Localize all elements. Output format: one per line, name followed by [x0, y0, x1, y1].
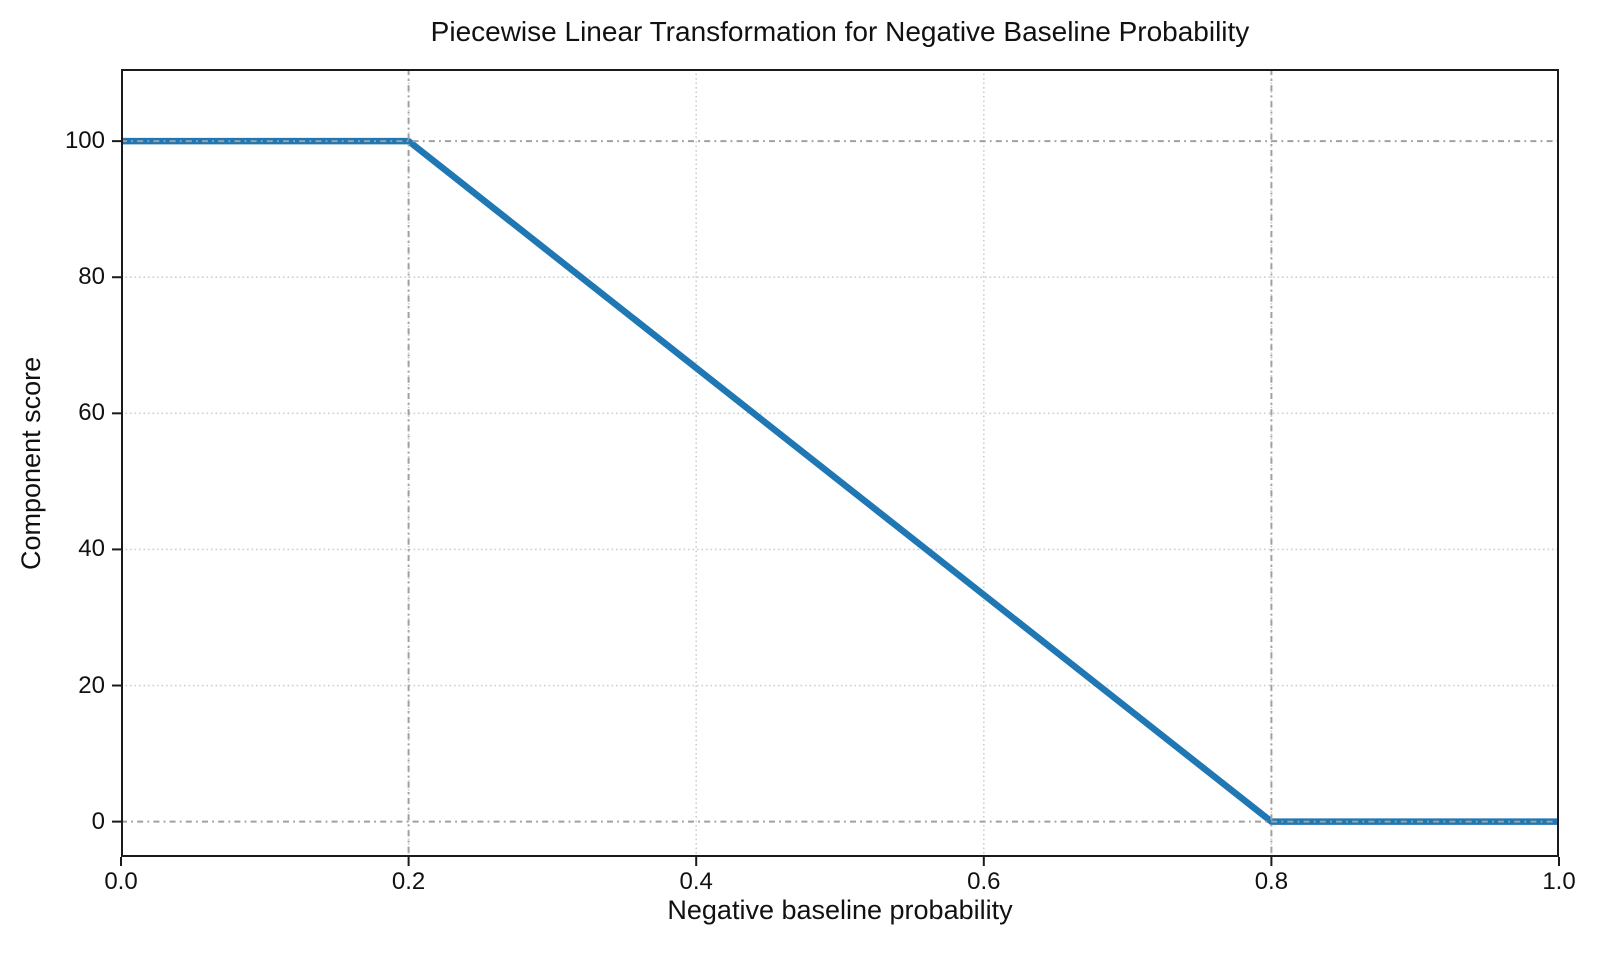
x-tick-label: 1.0 — [1542, 868, 1576, 895]
series-component-score-transform — [121, 137, 1559, 825]
plot-area: 0.0 0.2 0.4 0.6 0.8 1.0 0 20 40 60 80 100 Negative… — [65, 69, 1576, 925]
chart-title: Piecewise Linear Transformation for Nega… — [430, 16, 1250, 47]
chart-svg — [112, 69, 1560, 866]
x-tick-label: 0.0 — [104, 868, 138, 895]
grid-lines — [121, 69, 1559, 857]
x-tick-label: 0.4 — [679, 868, 713, 895]
y-tick-label: 40 — [78, 535, 105, 563]
data-line — [121, 137, 1559, 825]
y-tick-label: 60 — [78, 399, 105, 427]
x-tick-label: 0.8 — [1254, 868, 1289, 895]
y-tick-label: 80 — [78, 263, 105, 291]
y-tick-label: 20 — [78, 671, 105, 699]
x-tick-label: 0.2 — [391, 868, 426, 895]
y-tick-label: 0 — [91, 807, 105, 835]
y-axis-label: Component score — [16, 356, 46, 570]
x-axis-label: Negative baseline probability — [667, 895, 1013, 925]
y-tick-label: 100 — [64, 127, 105, 155]
tick-marks — [112, 140, 1560, 866]
axes-frame — [121, 69, 1559, 857]
reference-lines — [121, 69, 1559, 857]
x-tick-label: 0.6 — [967, 868, 1001, 895]
